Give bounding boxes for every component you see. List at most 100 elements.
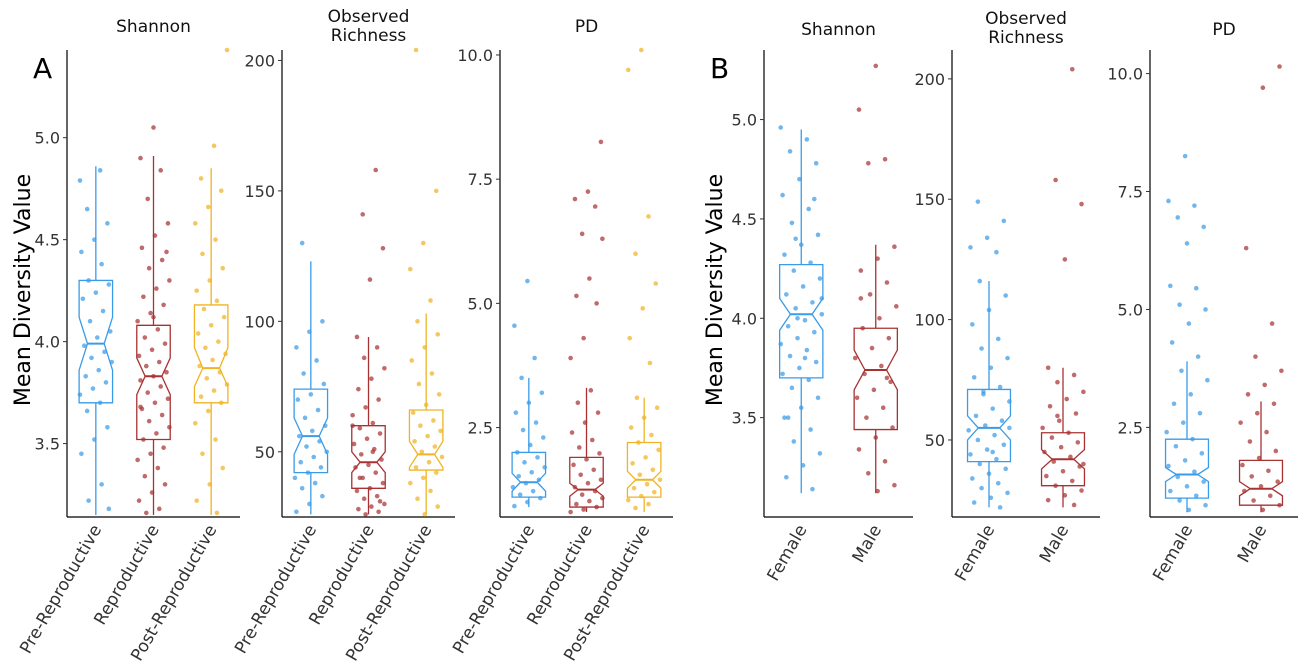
panel-b-pd-point — [1193, 285, 1199, 291]
panel-a-observed-richness-point — [415, 319, 420, 324]
panel-a-shannon-point — [151, 125, 156, 130]
panel-a-pd-y-tick-label: 5.0 — [468, 294, 493, 313]
panel-b-shannon-point — [879, 363, 884, 369]
panel-a-shannon-point — [143, 363, 149, 369]
panel-b-pd-point — [1254, 410, 1260, 416]
panel-a-observed-richness-point — [412, 439, 417, 444]
panel-b-shannon-point — [884, 280, 890, 285]
panel-b-observed-richness-point — [1003, 293, 1008, 298]
panel-b-shannon-point — [795, 335, 800, 341]
panel-a-pd-point — [646, 501, 651, 507]
panel-b-observed-richness-point — [981, 389, 986, 395]
panel-a-observed-richness-point — [370, 420, 376, 426]
panel-a-observed-richness-point — [322, 423, 328, 428]
panel-a-shannon-point — [159, 257, 165, 263]
panel-a-shannon-point — [94, 335, 100, 340]
panel-a-shannon-point — [207, 482, 213, 487]
panel-a-pd-point — [533, 420, 539, 425]
panel-b-pd-point — [1243, 245, 1249, 251]
panel-a-observed-richness-point — [356, 506, 361, 512]
panel-a-shannon-point — [224, 47, 230, 53]
panel-b-observed-richness-point — [1079, 201, 1084, 207]
panel-a-observed-richness-point — [420, 240, 426, 246]
panel-a-shannon-point — [211, 388, 217, 393]
panel-b-observed-richness-point — [1044, 473, 1049, 479]
panel-b-pd-point — [1275, 479, 1280, 484]
panel-b-observed-richness-point — [992, 432, 997, 438]
panel-b-observed-richness-point — [1045, 497, 1051, 503]
panel-b-pd-box-female — [1164, 438, 1210, 499]
panel-a-observed-richness-point — [429, 371, 435, 376]
panel-b-observed-richness-point — [1045, 365, 1051, 371]
panel-a-pd-point — [536, 477, 542, 483]
panel-b-shannon-point — [810, 486, 815, 492]
panel-b-shannon-box-male — [853, 327, 899, 431]
panel-a-observed-richness-point — [409, 358, 415, 363]
panel-a-observed-richness-point — [294, 345, 299, 350]
panel-b-shannon-point — [793, 306, 798, 311]
panel-a-shannon-point — [148, 451, 153, 457]
panel-b-shannon-point — [890, 425, 895, 430]
panel-b-shannon-point — [812, 196, 817, 202]
panel-b-observed-richness-point — [986, 471, 992, 476]
panel-b-pd-title: PD — [1212, 20, 1235, 40]
panel-a-observed-richness-point — [367, 277, 373, 282]
panel-a-observed-richness-point — [370, 449, 376, 455]
panel-b-observed-richness-point — [988, 365, 994, 371]
panel-a-observed-richness-x-tick-label: Pre-Reproductive — [231, 522, 321, 658]
panel-b-shannon-point — [780, 371, 785, 377]
panel-a-pd-box-post-reproductive — [626, 441, 662, 498]
panel-b-shannon-point — [854, 395, 860, 401]
panel-letter-B: B — [710, 52, 729, 85]
panel-a-shannon-point — [79, 249, 84, 255]
panel-b-shannon-point — [867, 292, 873, 297]
panel-b-pd-point — [1164, 429, 1169, 435]
panel-a-pd-point — [585, 480, 591, 486]
panel-b-pd-point — [1177, 498, 1182, 503]
panel-b-pd-point — [1192, 203, 1197, 208]
panel-a-shannon-point — [152, 233, 158, 238]
panel-a-shannon-point — [161, 445, 166, 450]
panel-b-shannon-point — [817, 451, 823, 456]
panel-a-observed-richness-point — [357, 475, 363, 481]
panel-b-shannon-point — [880, 405, 886, 411]
panel-b-shannon-point — [875, 488, 880, 494]
panel-a-pd-point — [587, 498, 592, 504]
panel-a-observed-richness-point — [302, 415, 308, 421]
panel-b-observed-richness-point — [971, 500, 977, 505]
panel-a-observed-richness-point — [376, 509, 381, 515]
panel-b-pd-point — [1169, 340, 1175, 345]
panel-a-observed-richness-point — [376, 397, 381, 402]
panel-a-pd-x-tick-label: Pre-Reproductive — [449, 522, 539, 658]
panel-a-shannon-point — [77, 178, 83, 183]
panel-b-observed-richness-point — [1040, 425, 1045, 431]
panel-a-pd-point — [646, 214, 651, 219]
panel-a-shannon-point — [213, 237, 218, 242]
panel-a-pd-point — [600, 236, 605, 242]
panel-a-observed-richness-point — [413, 47, 419, 53]
panel-b-shannon-point — [893, 304, 899, 309]
panel-a-pd-point — [530, 488, 536, 494]
panel-b-pd-point — [1182, 458, 1188, 463]
panel-a-pd-point — [588, 388, 594, 393]
panel-a-pd-point — [520, 427, 526, 433]
panel-b-shannon-point — [798, 405, 804, 411]
panel-a-shannon-point — [164, 369, 169, 375]
panel-b-pd-point — [1166, 198, 1171, 204]
panel-a-shannon-point — [97, 168, 103, 173]
panel-a-shannon-point — [100, 308, 106, 314]
panel-b-observed-richness-point — [975, 199, 981, 204]
panel-a-shannon-point — [138, 378, 143, 383]
panel-a-shannon-box-pre-reproductive — [78, 279, 114, 404]
panel-b-shannon-point — [780, 192, 785, 198]
panel-a-pd-point — [640, 306, 646, 311]
panel-b-pd-point — [1245, 392, 1251, 397]
panel-a-pd-point — [519, 375, 524, 381]
panel-b-observed-richness-point — [977, 461, 983, 467]
panel-a-shannon-point — [106, 282, 112, 287]
panel-b-shannon-point — [798, 242, 804, 248]
panel-a-pd-title: PD — [575, 17, 598, 37]
panel-b-observed-richness-point — [970, 322, 975, 327]
panel-a-shannon-y-tick-label: 4.5 — [35, 231, 60, 250]
